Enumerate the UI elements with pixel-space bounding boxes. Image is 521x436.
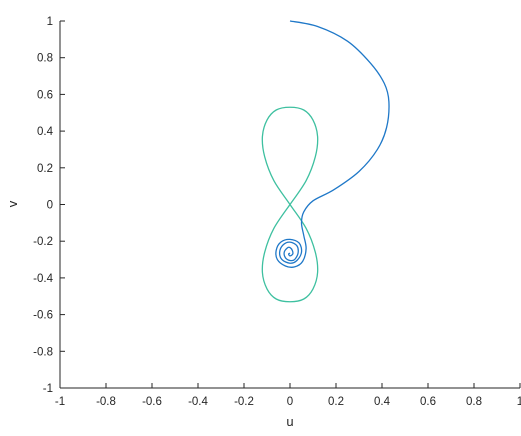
x-tick-label: 0.4 [374, 396, 391, 408]
x-tick-label: 0.2 [328, 396, 344, 408]
y-tick-label: -0.6 [33, 310, 53, 322]
x-tick-label: -0.2 [234, 396, 254, 408]
ticks: -1 -0.8 -0.6 -0.4 -0.2 0 0.2 0.4 0.6 0.8 1 -1 -0.8 -0… [33, 16, 521, 408]
y-tick-label: -1 [43, 383, 53, 395]
y-tick-label: 0.2 [37, 163, 53, 175]
series-line-1 [261, 106, 319, 303]
series-layer [261, 20, 390, 303]
x-tick-label: -0.6 [142, 396, 162, 408]
x-tick-label: -0.4 [188, 396, 208, 408]
y-tick-label: 0.8 [37, 53, 53, 65]
y-tick-label: 0.6 [37, 89, 53, 101]
x-tick-label: 0.6 [420, 396, 436, 408]
y-axis-label: v [5, 200, 20, 207]
x-tick-label: 0 [287, 396, 293, 408]
x-tick-label: 0.8 [466, 396, 482, 408]
x-tick-label: -1 [55, 396, 65, 408]
y-tick-label: 0 [47, 200, 53, 212]
y-tick-label: 1 [47, 16, 53, 28]
x-tick-label: 1 [517, 396, 521, 408]
y-tick-label: -0.8 [33, 346, 53, 358]
x-axis-label: u [286, 414, 293, 429]
y-tick-label: 0.4 [37, 126, 54, 138]
x-tick-label: -0.8 [96, 396, 116, 408]
series-line-2 [275, 20, 390, 268]
y-tick-label: -0.4 [33, 273, 53, 285]
y-tick-label: -0.2 [33, 236, 53, 248]
